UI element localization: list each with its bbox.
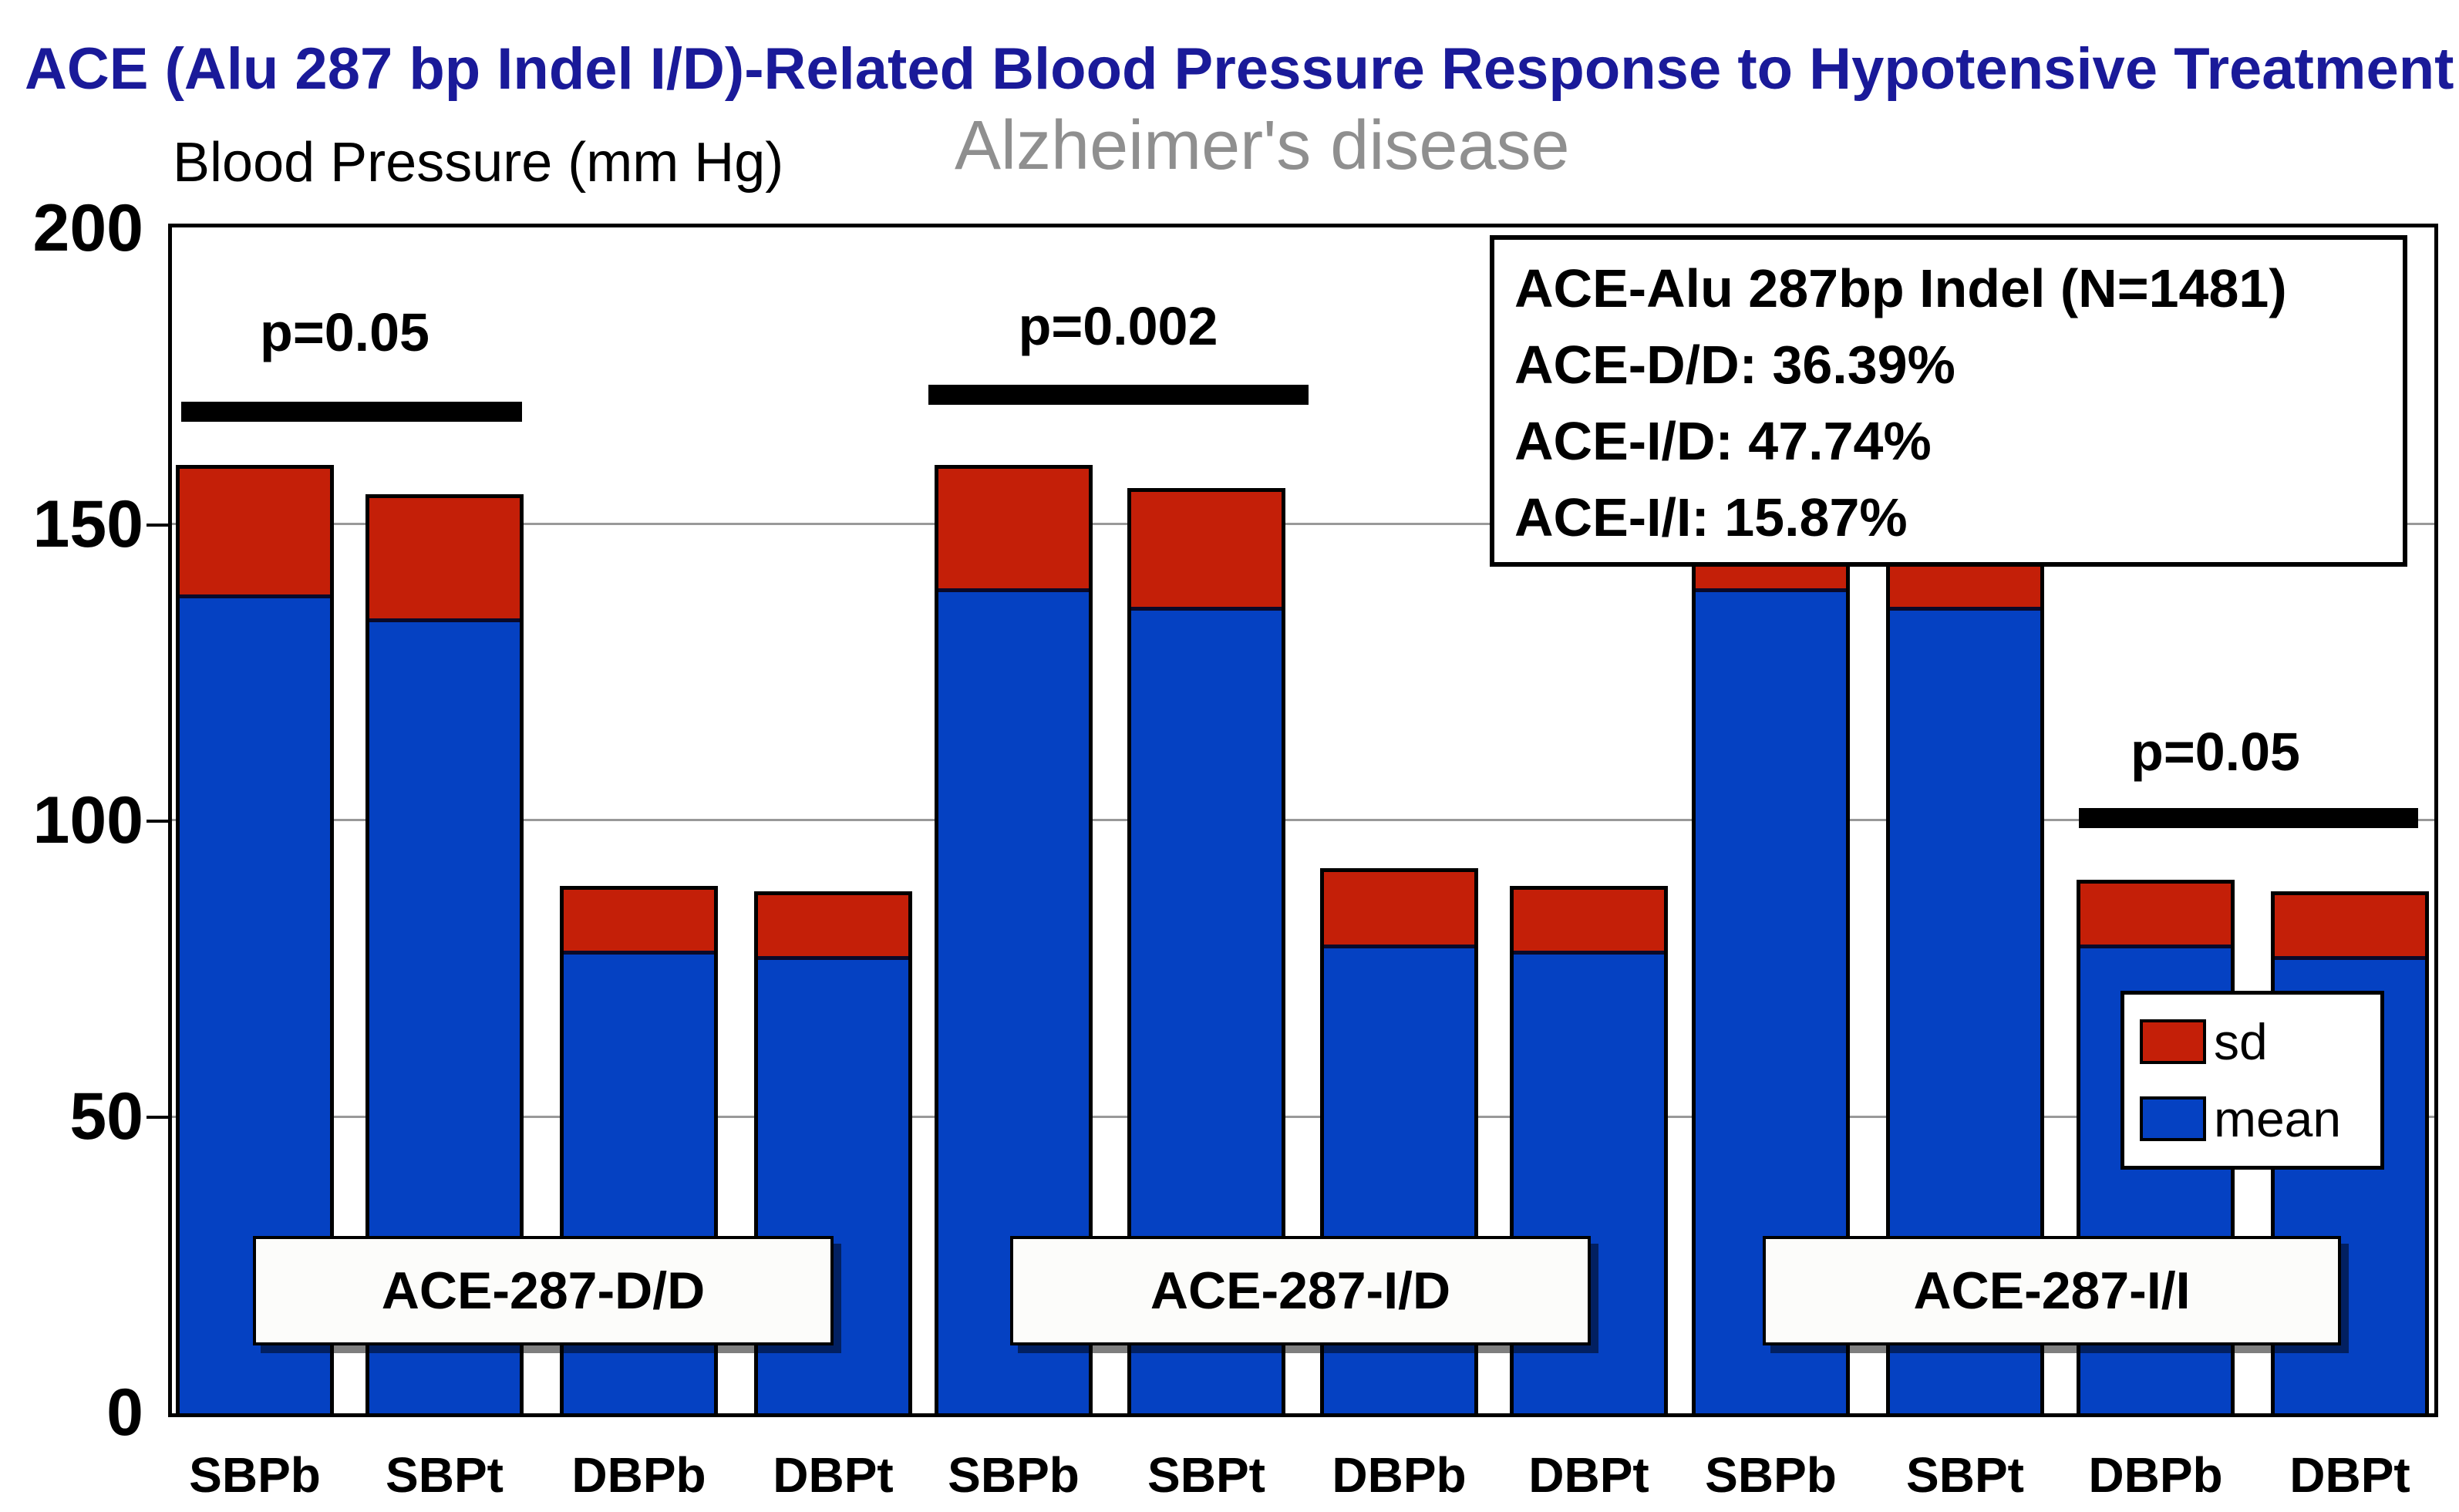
x-tick-label: DBPt <box>1528 1447 1649 1503</box>
gridline-150 <box>172 522 2434 525</box>
y-tick-label-200: 200 <box>32 191 144 265</box>
sd-segment <box>938 468 1089 593</box>
bar-ACE-287-D/D-SBPb <box>176 464 334 1413</box>
group-label-ace-287-ii: ACE-287-I/I <box>1763 1236 2341 1345</box>
sd-segment <box>1514 889 1664 955</box>
y-tick-mark <box>147 820 170 823</box>
significance-line-ii <box>2079 808 2418 828</box>
y-tick-label-50: 50 <box>69 1079 143 1153</box>
sd-segment <box>564 889 714 955</box>
plot-area: p=0.05 p=0.002 p=0.05 ACE-287-D/D ACE-28… <box>168 224 2438 1417</box>
sd-legend-label: sd <box>2214 1013 2268 1070</box>
y-tick-mark <box>147 1116 170 1119</box>
y-tick-label-100: 100 <box>32 783 144 857</box>
legend-item-sd: sd <box>2140 1012 2365 1071</box>
group-label-ace-287-id: ACE-287-I/D <box>1010 1236 1591 1345</box>
legend: sd mean <box>2120 991 2384 1170</box>
p-value-label-ii: p=0.05 <box>2131 722 2300 782</box>
sd-segment <box>758 895 908 961</box>
x-tick-label: DBPb <box>2088 1447 2223 1503</box>
sd-legend-swatch <box>2140 1019 2206 1064</box>
x-tick-label: SBPb <box>1705 1447 1837 1503</box>
sd-segment <box>2275 895 2425 961</box>
chart-subtitle: Alzheimer's disease <box>955 107 1570 184</box>
x-tick-label: SBPb <box>948 1447 1080 1503</box>
x-tick-label: DBPb <box>1332 1447 1467 1503</box>
sd-segment <box>369 498 520 622</box>
x-tick-label: DBPt <box>773 1447 894 1503</box>
chart-title: ACE (Alu 287 bp Indel I/D)-Related Blood… <box>25 36 2454 102</box>
x-tick-label: DBPt <box>2289 1447 2410 1503</box>
x-tick-label: SBPt <box>1147 1447 1265 1503</box>
sd-segment <box>1131 492 1282 611</box>
mean-legend-swatch <box>2140 1096 2206 1141</box>
info-line-dd: ACE-D/D: 36.39% <box>1514 335 1955 395</box>
y-axis-title: Blood Pressure (mm Hg) <box>173 132 784 194</box>
significance-line-id <box>928 385 1309 405</box>
sd-segment <box>1324 871 1474 948</box>
significance-line-dd <box>181 402 522 422</box>
mean-legend-label: mean <box>2214 1090 2342 1147</box>
sd-segment <box>2080 883 2231 948</box>
p-value-label-id: p=0.002 <box>1018 296 1218 356</box>
gridline-50 <box>172 1115 2434 1118</box>
sd-segment <box>180 468 330 599</box>
legend-item-mean: mean <box>2140 1089 2365 1148</box>
x-tick-label: SBPb <box>189 1447 321 1503</box>
y-tick-mark <box>147 524 170 527</box>
y-tick-label-150: 150 <box>32 487 144 561</box>
p-value-label-dd: p=0.05 <box>260 302 429 362</box>
group-label-ace-287-dd: ACE-287-D/D <box>253 1236 834 1345</box>
gridline-100 <box>172 819 2434 821</box>
y-tick-label-0: 0 <box>106 1376 143 1450</box>
x-tick-label: DBPb <box>571 1447 706 1503</box>
info-line-ii: ACE-I/I: 15.87% <box>1514 487 1908 547</box>
genotype-frequency-box: ACE-Alu 287bp Indel (N=1481) ACE-D/D: 36… <box>1490 235 2407 567</box>
x-tick-label: SBPt <box>386 1447 504 1503</box>
x-tick-label: SBPt <box>1906 1447 2024 1503</box>
info-line-n: ACE-Alu 287bp Indel (N=1481) <box>1514 258 2287 318</box>
info-line-id: ACE-I/D: 47.74% <box>1514 411 1932 471</box>
